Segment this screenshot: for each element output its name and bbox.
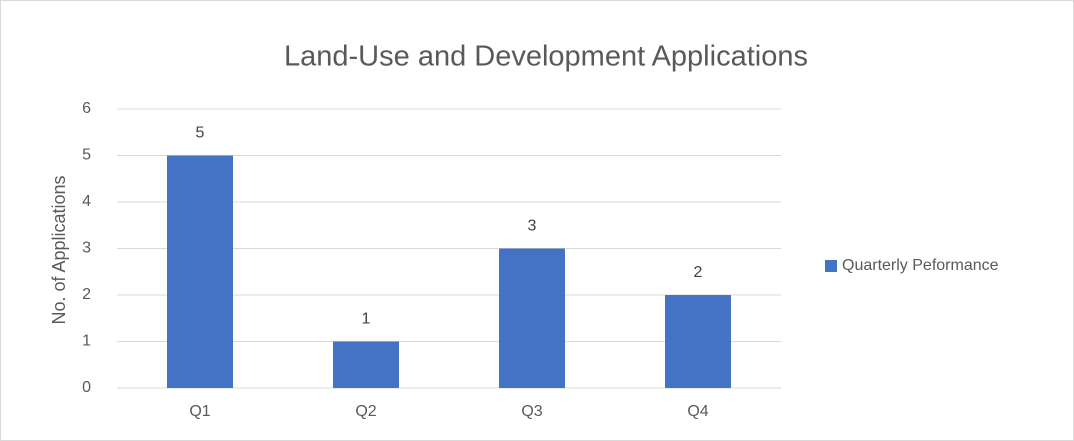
y-tick-label: 6 bbox=[82, 100, 91, 117]
legend-swatch bbox=[825, 260, 837, 272]
y-tick-label: 5 bbox=[82, 147, 91, 164]
chart-title: Land-Use and Development Applications bbox=[284, 41, 808, 73]
y-tick-label: 0 bbox=[82, 379, 91, 396]
x-tick-label: Q4 bbox=[687, 403, 708, 420]
x-tick-label: Q2 bbox=[355, 403, 376, 420]
bar bbox=[665, 295, 731, 388]
data-label: 2 bbox=[694, 264, 703, 281]
data-label: 3 bbox=[528, 218, 537, 235]
data-label: 1 bbox=[362, 311, 371, 328]
bar bbox=[333, 341, 399, 388]
y-tick-label: 4 bbox=[82, 193, 91, 210]
bar bbox=[167, 155, 233, 388]
x-tick-label: Q3 bbox=[521, 403, 542, 420]
x-tick-label: Q1 bbox=[189, 403, 210, 420]
legend-label: Quarterly Peformance bbox=[842, 257, 999, 274]
data-label: 5 bbox=[196, 125, 205, 142]
y-axis-title: No. of Applications bbox=[49, 175, 69, 324]
y-tick-label: 3 bbox=[82, 240, 91, 257]
bar bbox=[499, 248, 565, 388]
y-tick-label: 2 bbox=[82, 286, 91, 303]
y-tick-label: 1 bbox=[82, 333, 91, 350]
